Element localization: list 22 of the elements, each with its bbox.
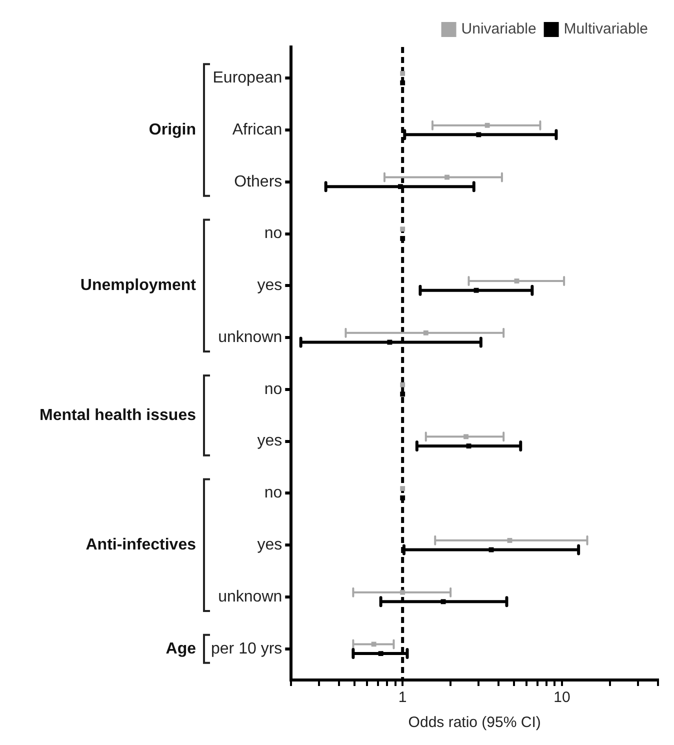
text: Age xyxy=(166,640,196,658)
legend-label: Multivariable xyxy=(564,20,648,38)
y-tick-label: yes xyxy=(257,536,282,554)
text: Mental health issues xyxy=(40,406,196,424)
y-tick-label: Others xyxy=(234,173,282,190)
legend-label: Univariable xyxy=(461,20,536,38)
y-tick-label: no xyxy=(264,484,282,502)
y-tick-label: yes xyxy=(257,277,282,294)
y-tick-label: no xyxy=(264,380,282,398)
x-tick-label: 10 xyxy=(554,689,570,706)
y-tick-label: per 10 yrs xyxy=(211,640,282,658)
y-tick-label: yes xyxy=(257,432,282,450)
y-tick-label: unknown xyxy=(218,588,282,606)
x-axis-title: Odds ratio (95% CI) xyxy=(408,714,541,732)
x-tick-label: 1 xyxy=(398,689,407,706)
text: Origin xyxy=(148,121,196,138)
y-tick-label: unknown xyxy=(218,328,282,346)
text: Unemployment xyxy=(80,277,197,294)
y-tick-label: African xyxy=(232,121,282,138)
y-tick-label: no xyxy=(264,225,282,242)
text: Anti-infectives xyxy=(86,536,196,554)
y-tick-label: European xyxy=(212,70,282,87)
